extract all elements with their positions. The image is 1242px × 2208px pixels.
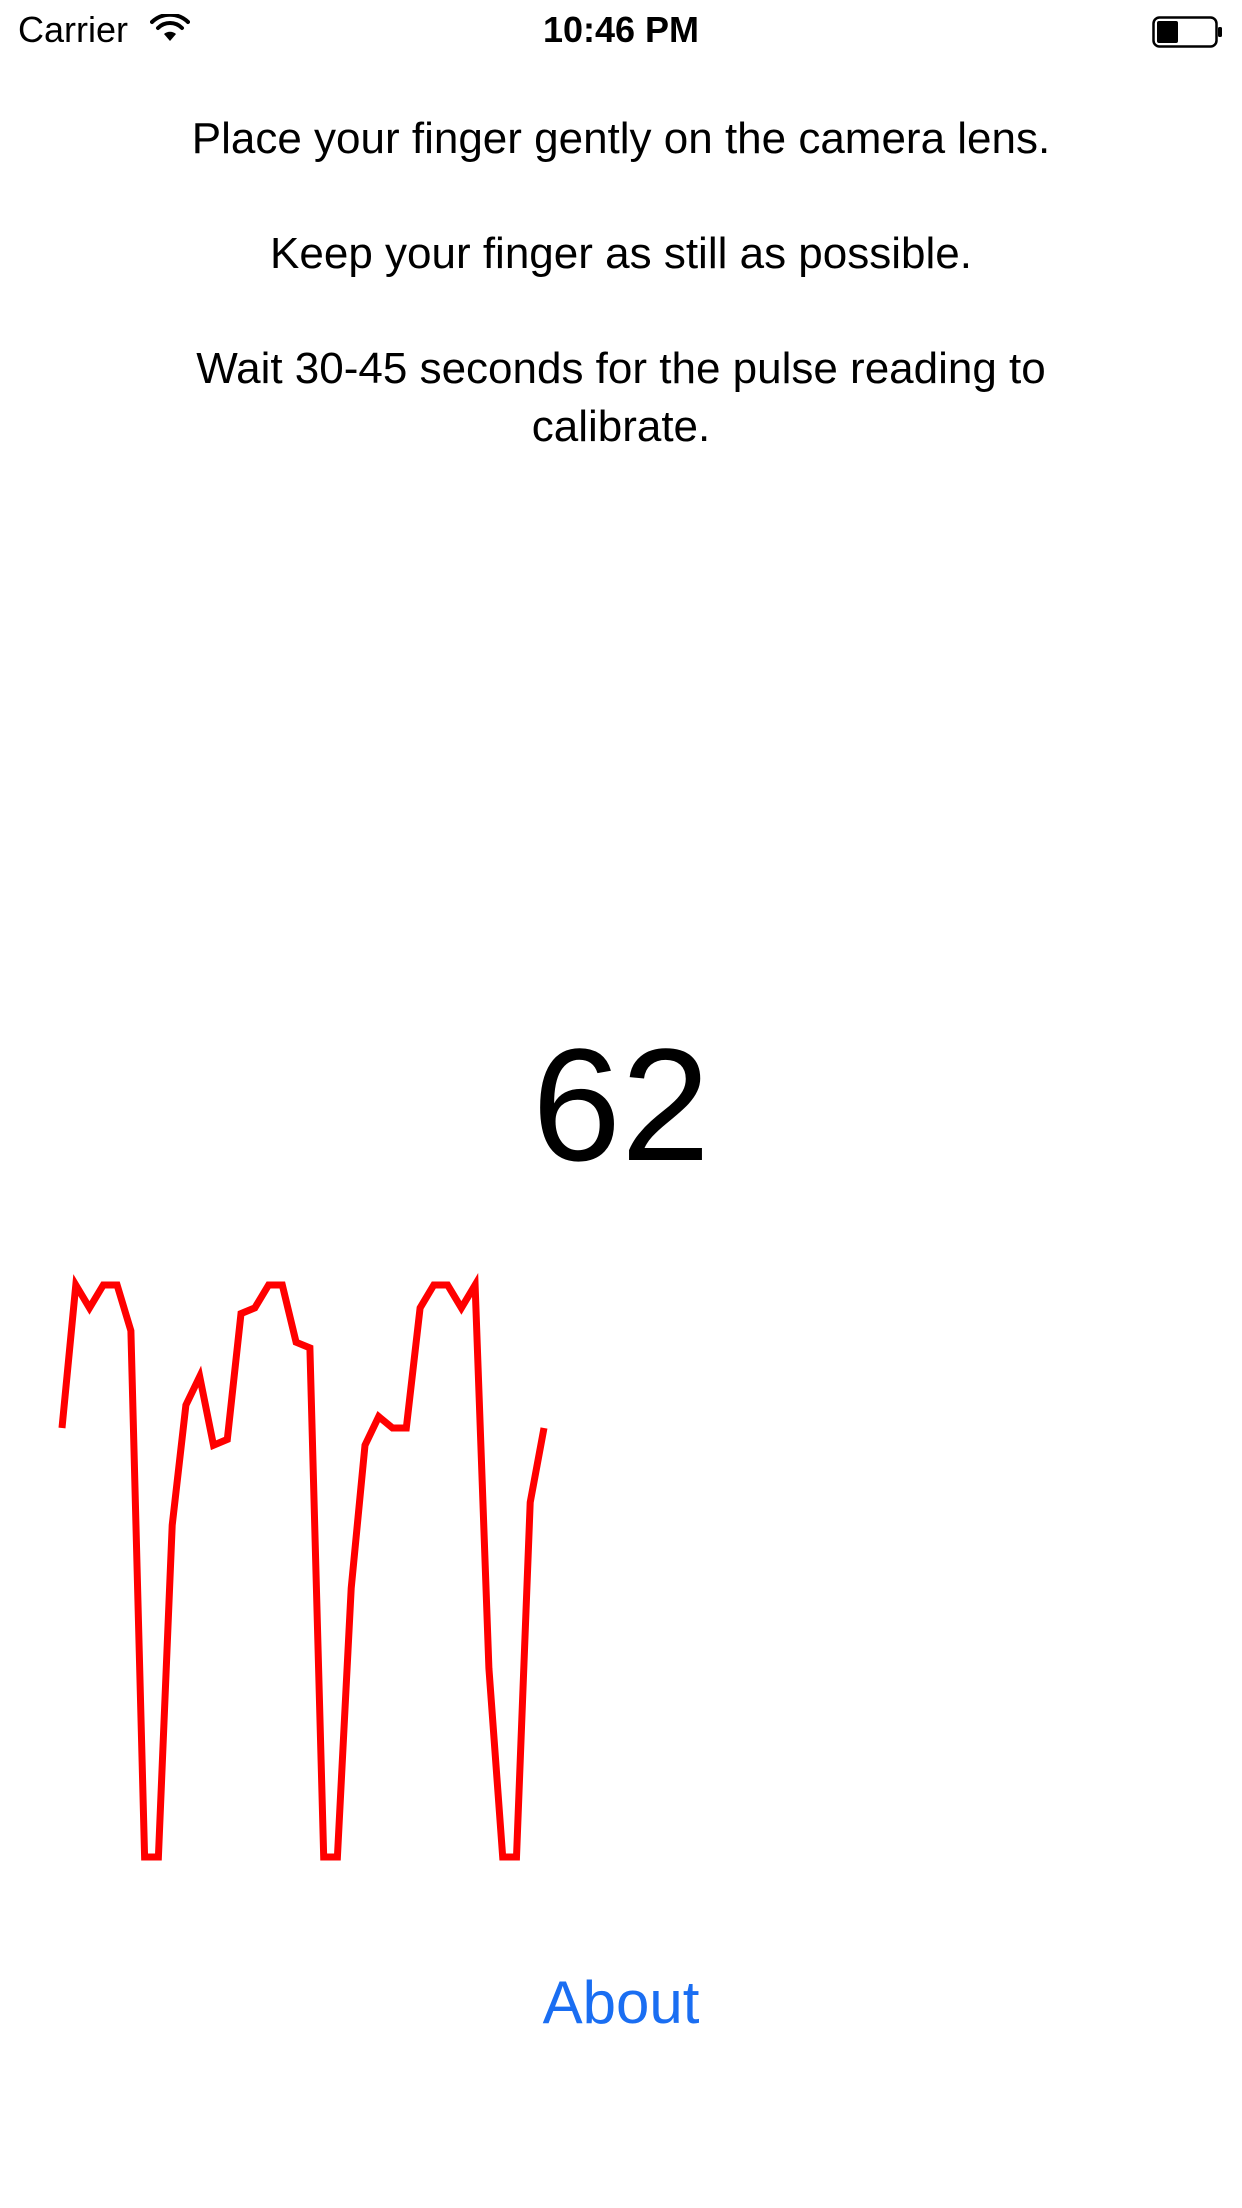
instruction-line-2: Keep your finger as still as possible.	[270, 229, 972, 278]
pulse-waveform-line	[58, 1273, 548, 1861]
pulse-bpm-value: 62	[532, 1015, 710, 1194]
status-time: 10:46 PM	[542, 9, 700, 50]
pulse-waveform-graph	[58, 1273, 548, 1861]
status-bar: Carrier 10:46 PM	[0, 0, 1242, 60]
wifi-icon	[150, 14, 190, 41]
instruction-line-1: Place your finger gently on the camera l…	[191, 114, 1051, 163]
about-button-label[interactable]: About	[542, 1969, 700, 2036]
instruction-line-3: Wait 30-45 seconds for the pulse reading…	[196, 344, 1046, 451]
about-button[interactable]: About	[0, 1965, 1242, 2041]
carrier-label: Carrier	[18, 9, 129, 50]
battery-icon	[1152, 16, 1222, 48]
